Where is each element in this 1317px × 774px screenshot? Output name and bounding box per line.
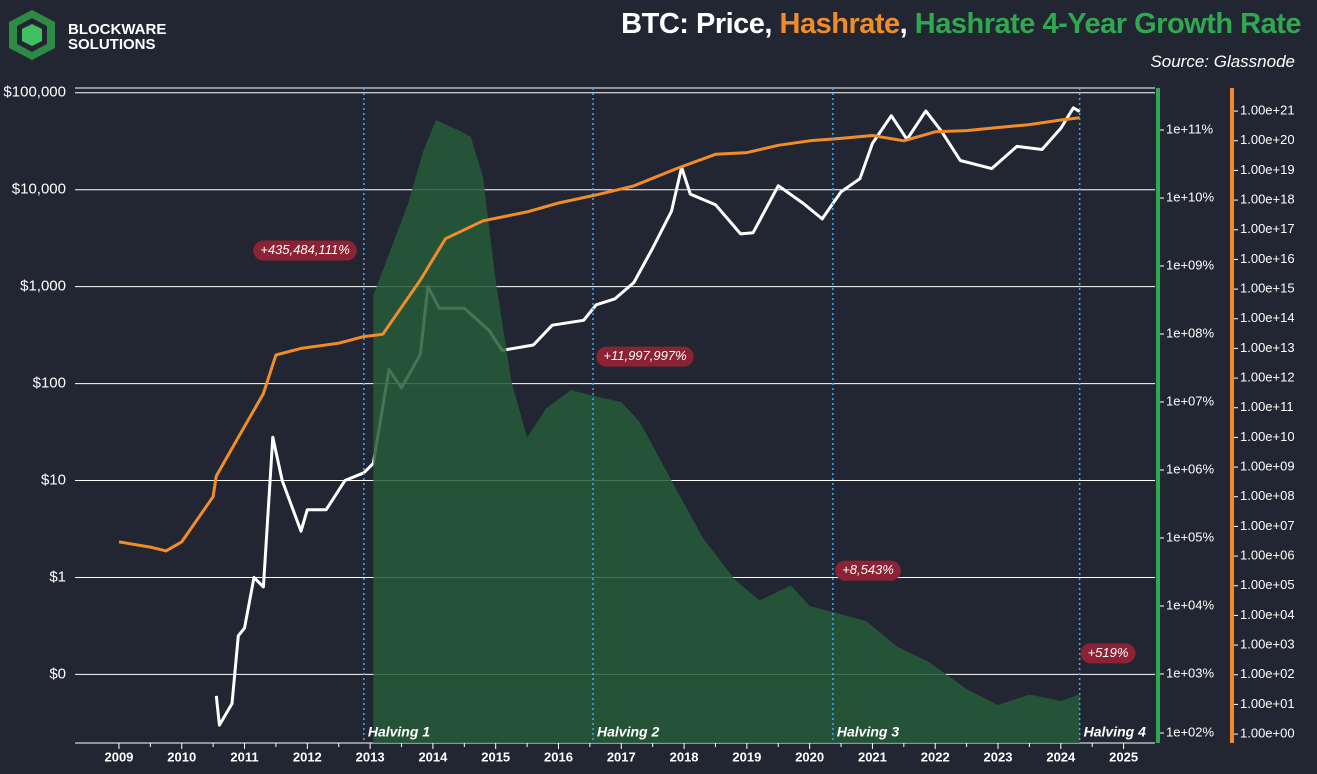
y3-tick-label: 1.00e+15 — [1240, 281, 1295, 296]
title-part: BTC: Price, — [621, 8, 780, 40]
annotation-label: +435,484,111% — [260, 242, 350, 257]
y2-tick-label: 1e+10% — [1166, 189, 1215, 204]
chart-title: BTC: Price, Hashrate, Hashrate 4-Year Gr… — [621, 8, 1301, 41]
brand-line: SOLUTIONS — [68, 36, 156, 53]
title-part: Hashrate — [779, 8, 901, 40]
annotation-label: +519% — [1088, 645, 1129, 660]
x-tick-label: 2024 — [1046, 749, 1076, 764]
y3-tick-label: 1.00e+18 — [1240, 192, 1295, 207]
x-tick-label: 2009 — [104, 749, 133, 764]
y-tick-label: $1,000 — [20, 278, 66, 295]
y3-tick-label: 1.00e+11 — [1240, 399, 1294, 414]
halving-label: Halving 4 — [1084, 724, 1146, 740]
annotation-label: +11,997,997% — [603, 348, 686, 363]
y2-tick-label: 1e+06% — [1166, 461, 1215, 476]
annotation-pill — [253, 240, 357, 261]
y-tick-label: $10 — [41, 471, 66, 488]
brand: BLOCKWARE SOLUTIONS — [68, 22, 166, 52]
y2-tick-label: 1e+09% — [1166, 257, 1215, 272]
y3-tick-label: 1.00e+20 — [1240, 132, 1295, 147]
y3-tick-label: 1.00e+08 — [1240, 488, 1295, 503]
annotation-pill — [1080, 643, 1136, 664]
y3-tick-label: 1.00e+10 — [1240, 429, 1295, 444]
y-tick-label: $10,000 — [12, 181, 66, 198]
y3-tick-label: 1.00e+06 — [1240, 548, 1295, 563]
y3-tick-label: 1.00e+12 — [1240, 370, 1295, 385]
x-tick-label: 2013 — [356, 749, 385, 764]
y3-tick-label: 1.00e+19 — [1240, 162, 1295, 177]
y2-tick-label: 1e+04% — [1166, 597, 1215, 612]
y3-tick-label: 1.00e+00 — [1240, 726, 1295, 741]
y-tick-label: $100,000 — [3, 84, 66, 101]
logo — [9, 10, 55, 60]
annotation-label: +8,543% — [842, 562, 894, 577]
y2-tick-label: 1e+03% — [1166, 665, 1215, 680]
x-tick-label: 2019 — [732, 749, 761, 764]
y2-tick-label: 1e+08% — [1166, 325, 1215, 340]
x-tick-label: 2018 — [670, 749, 699, 764]
y2-tick-label: 1e+07% — [1166, 393, 1215, 408]
x-tick-label: 2023 — [984, 749, 1013, 764]
x-tick-label: 2014 — [418, 749, 448, 764]
y3-tick-label: 1.00e+03 — [1240, 637, 1295, 652]
y3-tick-label: 1.00e+04 — [1240, 607, 1295, 622]
halving-label: Halving 1 — [368, 724, 430, 740]
y3-tick-label: 1.00e+14 — [1240, 310, 1295, 325]
x-tick-label: 2022 — [921, 749, 950, 764]
x-tick-label: 2012 — [293, 749, 322, 764]
y3-tick-label: 1.00e+01 — [1240, 696, 1295, 711]
y2-tick-label: 1e+11% — [1166, 121, 1214, 136]
y3-tick-label: 1.00e+09 — [1240, 459, 1295, 474]
title-part: Hashrate 4-Year Growth Rate — [914, 8, 1302, 40]
y-tick-label: $0 — [49, 665, 66, 682]
x-tick-label: 2011 — [230, 749, 258, 764]
line — [214, 106, 1081, 727]
y3-tick-label: 1.00e+17 — [1240, 221, 1295, 236]
y3-tick-label: 1.00e+02 — [1240, 666, 1295, 681]
title-part: , — [899, 8, 915, 40]
y3-tick-label: 1.00e+21 — [1240, 103, 1295, 118]
y3-tick-label: 1.00e+07 — [1240, 518, 1295, 533]
area — [373, 120, 1080, 744]
halving-label: Halving 3 — [837, 724, 899, 740]
y3-tick-label: 1.00e+05 — [1240, 577, 1295, 592]
x-tick-label: 2021 — [858, 749, 887, 764]
y-tick-label: $100 — [33, 375, 66, 392]
y2-tick-label: 1e+05% — [1166, 529, 1215, 544]
y2-tick-label: 1e+02% — [1166, 724, 1215, 739]
x-tick-label: 2015 — [481, 749, 510, 764]
annotation-pill — [596, 346, 694, 367]
y3-tick-label: 1.00e+16 — [1240, 251, 1295, 266]
y-tick-label: $1 — [49, 568, 66, 585]
x-tick-label: 2025 — [1109, 749, 1138, 764]
annotation-pill — [835, 560, 901, 581]
line — [118, 116, 1080, 553]
y3-tick-label: 1.00e+13 — [1240, 340, 1295, 355]
source: Source: Glassnode — [1150, 52, 1295, 71]
brand-line: BLOCKWARE — [68, 21, 167, 38]
halving-label: Halving 2 — [597, 724, 659, 740]
x-tick-label: 2016 — [544, 749, 573, 764]
x-tick-label: 2017 — [607, 749, 636, 764]
x-tick-label: 2020 — [795, 749, 824, 764]
x-tick-label: 2010 — [167, 749, 196, 764]
